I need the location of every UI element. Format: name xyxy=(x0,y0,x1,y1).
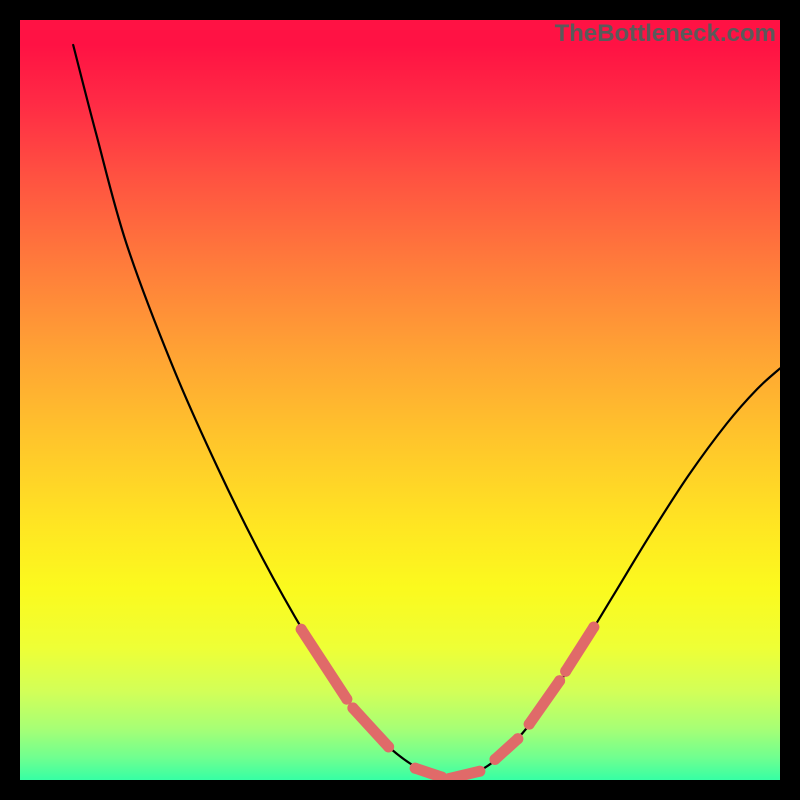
fit-dot xyxy=(341,694,352,705)
fit-segment xyxy=(353,708,389,747)
fit-dot xyxy=(444,773,455,784)
fit-dot xyxy=(560,666,571,677)
fit-dot xyxy=(490,754,501,765)
fit-dot xyxy=(588,622,599,633)
fit-dot xyxy=(410,763,421,774)
fit-dot xyxy=(383,741,394,752)
fit-zone-overlay xyxy=(296,622,600,784)
fit-dot xyxy=(296,624,307,635)
fit-dot xyxy=(554,675,565,686)
fit-segment xyxy=(529,681,559,724)
fit-dot xyxy=(347,703,358,714)
fit-segment xyxy=(566,627,594,671)
fit-dot xyxy=(512,733,523,744)
bottleneck-curve-chart xyxy=(0,0,800,800)
v-curve xyxy=(73,45,780,779)
chart-frame: TheBottleneck.com xyxy=(0,0,800,800)
fit-dot xyxy=(524,719,535,730)
fit-dot xyxy=(474,766,485,777)
fit-segment xyxy=(301,629,347,699)
